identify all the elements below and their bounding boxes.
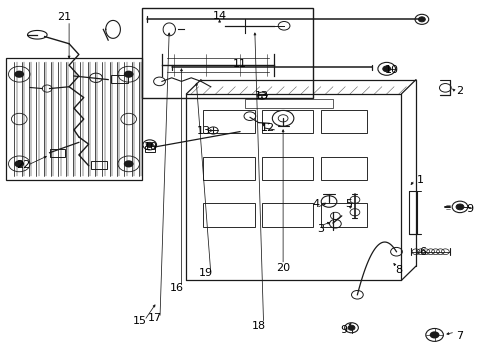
- Text: 17: 17: [148, 313, 162, 323]
- Circle shape: [418, 17, 425, 22]
- Text: 10: 10: [144, 142, 158, 152]
- Circle shape: [14, 71, 24, 78]
- Text: 12: 12: [260, 123, 274, 133]
- Text: 5: 5: [345, 199, 352, 210]
- Bar: [262, 157, 314, 180]
- Text: 6: 6: [419, 247, 426, 257]
- Bar: [245, 99, 333, 108]
- Text: 19: 19: [199, 268, 213, 278]
- Bar: [91, 161, 107, 169]
- Bar: [262, 110, 314, 134]
- Bar: [203, 110, 255, 134]
- Text: 16: 16: [170, 283, 184, 293]
- Text: 8: 8: [395, 265, 402, 275]
- Text: 21: 21: [57, 12, 71, 22]
- Circle shape: [14, 160, 24, 167]
- Text: 2: 2: [456, 86, 464, 96]
- Text: 4: 4: [313, 199, 320, 210]
- Bar: [321, 203, 367, 226]
- Text: 11: 11: [233, 59, 247, 69]
- Bar: [203, 203, 255, 226]
- Bar: [111, 75, 128, 83]
- Text: 13: 13: [197, 126, 211, 135]
- Circle shape: [430, 331, 440, 338]
- Circle shape: [456, 204, 464, 210]
- Bar: [145, 145, 155, 152]
- Circle shape: [383, 66, 391, 72]
- Text: 3: 3: [317, 225, 324, 234]
- Text: 20: 20: [276, 262, 290, 273]
- Text: 10: 10: [385, 64, 398, 75]
- Text: 1: 1: [416, 175, 423, 185]
- Text: 9: 9: [466, 204, 473, 215]
- Bar: [321, 110, 367, 134]
- Circle shape: [348, 325, 355, 330]
- Circle shape: [147, 142, 153, 147]
- Bar: [203, 157, 255, 180]
- Bar: [5, 58, 143, 180]
- Text: 15: 15: [132, 316, 147, 325]
- Text: 7: 7: [456, 330, 464, 341]
- Circle shape: [124, 160, 134, 167]
- Bar: [409, 191, 417, 234]
- Bar: [262, 203, 314, 226]
- Text: 14: 14: [213, 12, 227, 22]
- Text: 22: 22: [16, 160, 30, 170]
- Text: 13: 13: [255, 91, 269, 101]
- Bar: [49, 149, 65, 157]
- Bar: [321, 157, 367, 180]
- Bar: [143, 8, 314, 98]
- Text: 18: 18: [252, 321, 266, 331]
- Circle shape: [124, 71, 134, 78]
- Text: 9: 9: [340, 325, 347, 335]
